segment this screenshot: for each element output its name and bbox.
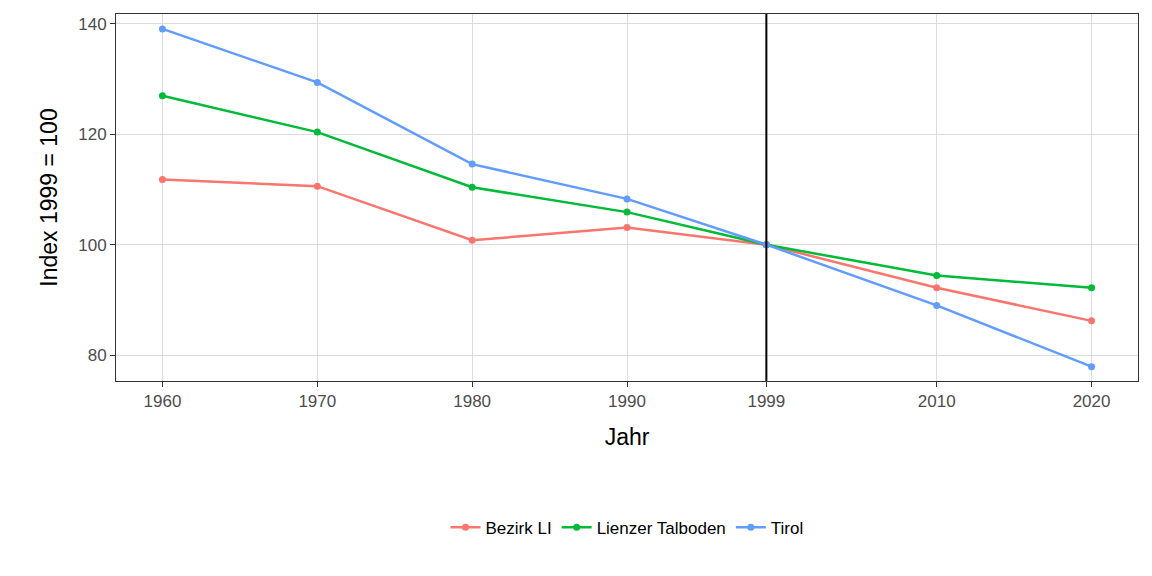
svg-text:2010: 2010 bbox=[918, 392, 956, 411]
svg-text:Index 1999 = 100: Index 1999 = 100 bbox=[36, 108, 62, 286]
svg-text:2020: 2020 bbox=[1073, 392, 1111, 411]
svg-text:Bezirk LI: Bezirk LI bbox=[486, 519, 552, 538]
svg-text:100: 100 bbox=[78, 236, 106, 255]
svg-text:Tirol: Tirol bbox=[771, 519, 803, 538]
svg-text:1980: 1980 bbox=[453, 392, 491, 411]
svg-text:120: 120 bbox=[78, 125, 106, 144]
svg-text:Lienzer Talboden: Lienzer Talboden bbox=[597, 519, 726, 538]
svg-text:1970: 1970 bbox=[298, 392, 336, 411]
svg-text:140: 140 bbox=[78, 15, 106, 34]
svg-text:1960: 1960 bbox=[144, 392, 182, 411]
svg-text:Jahr: Jahr bbox=[605, 424, 650, 450]
svg-text:1990: 1990 bbox=[608, 392, 646, 411]
svg-text:80: 80 bbox=[88, 346, 107, 365]
svg-text:1999: 1999 bbox=[747, 392, 785, 411]
